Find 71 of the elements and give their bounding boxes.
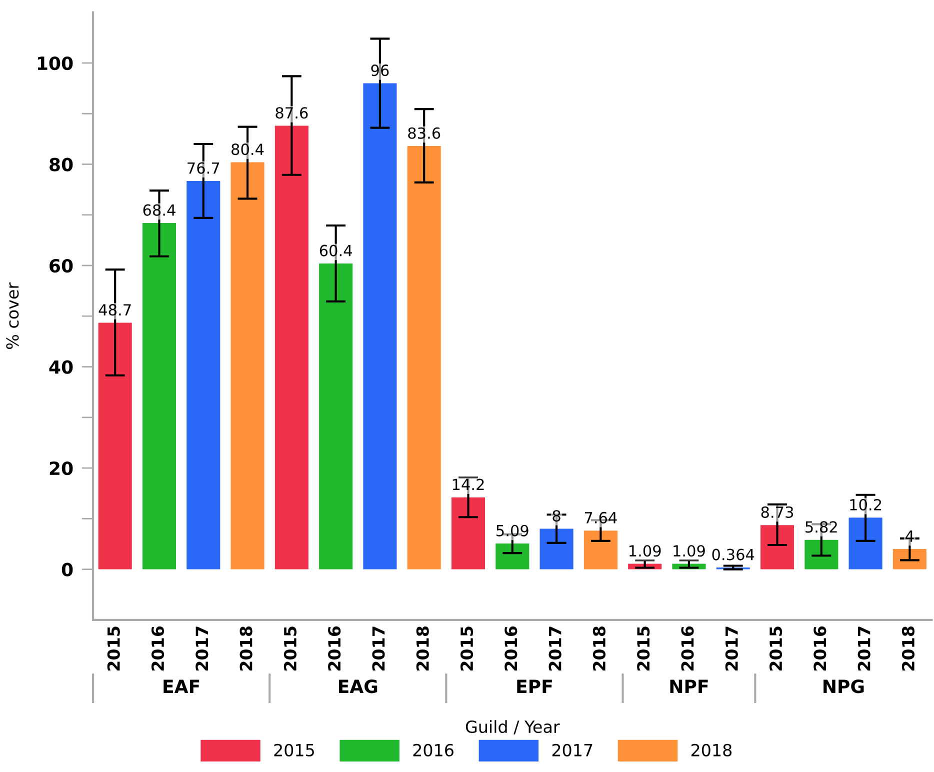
data-label: 83.6 bbox=[408, 127, 440, 139]
text: EAF bbox=[164, 680, 200, 693]
data-label: 96 bbox=[371, 64, 389, 76]
bar bbox=[319, 263, 353, 570]
data-label: 80.4 bbox=[232, 144, 264, 156]
x-tick-label: 2015 bbox=[284, 626, 297, 671]
data-label: 10.2 bbox=[850, 498, 882, 511]
x-axis-title: Guild / Year bbox=[466, 720, 560, 734]
x-tick-label: 2016 bbox=[681, 626, 694, 671]
legend-label: 2018 bbox=[691, 744, 732, 756]
text: EAG bbox=[338, 680, 378, 694]
x-tick-label: 2015 bbox=[637, 626, 650, 671]
bar bbox=[186, 180, 220, 570]
y-tick-label: 40 bbox=[49, 360, 73, 374]
data-label: 1.09 bbox=[674, 545, 705, 557]
bar bbox=[451, 497, 486, 570]
data-label: 5.09 bbox=[496, 524, 528, 536]
data-label: 7.64 bbox=[584, 512, 617, 524]
y-axis-title: % cover bbox=[6, 282, 19, 349]
bar bbox=[407, 146, 441, 570]
x-tick-label: 2017 bbox=[725, 626, 738, 671]
x-tick-label: 2018 bbox=[240, 626, 252, 671]
data-label: 14.2 bbox=[452, 478, 484, 490]
x-tick-label: 2017 bbox=[196, 626, 208, 671]
x-tick-label: 2015 bbox=[769, 626, 782, 671]
y-tick-label: 100 bbox=[38, 56, 73, 70]
data-label: 87.6 bbox=[276, 107, 308, 119]
bar bbox=[540, 528, 574, 570]
y-tick-label: 20 bbox=[50, 461, 73, 476]
bar bbox=[98, 322, 132, 570]
data-label: 0.364 bbox=[712, 548, 754, 560]
bar bbox=[584, 530, 618, 570]
bar bbox=[230, 162, 264, 570]
data-label: 60.4 bbox=[320, 244, 352, 256]
x-tick-label: 2016 bbox=[504, 626, 518, 671]
data-label: 8 bbox=[552, 510, 560, 522]
bar bbox=[496, 544, 530, 570]
data-label: 8.73 bbox=[761, 506, 794, 518]
text: EPF bbox=[517, 680, 552, 693]
bar bbox=[760, 525, 794, 570]
y-tick-label: 80 bbox=[50, 158, 73, 172]
text: NPF bbox=[670, 680, 708, 693]
bar bbox=[363, 83, 397, 570]
data-label: 4 bbox=[906, 530, 914, 542]
data-label: 5.82 bbox=[806, 521, 837, 533]
x-tick-label: 2017 bbox=[548, 626, 562, 671]
x-tick-label: 2016 bbox=[151, 626, 164, 671]
legend-label: 2017 bbox=[552, 744, 592, 756]
data-label: 1.09 bbox=[629, 545, 661, 557]
data-label: 76.7 bbox=[188, 162, 220, 174]
bar bbox=[274, 126, 308, 570]
y-tick-label: 60 bbox=[50, 258, 73, 273]
x-tick-label: 2017 bbox=[372, 626, 385, 671]
bar bbox=[892, 549, 926, 570]
x-tick-label: 2016 bbox=[814, 626, 826, 671]
x-tick-label: 2016 bbox=[328, 626, 341, 671]
legend-label: 2015 bbox=[274, 744, 314, 756]
bar bbox=[848, 518, 882, 570]
data-label: 68.4 bbox=[143, 204, 176, 216]
x-tick-label: 2018 bbox=[416, 626, 429, 671]
y-tick-label: 0 bbox=[62, 562, 73, 576]
legend-label: 2016 bbox=[413, 744, 454, 756]
x-tick-label: 2017 bbox=[858, 626, 870, 671]
x-tick-label: 2015 bbox=[107, 626, 120, 671]
x-tick-label: 2018 bbox=[902, 626, 915, 671]
x-tick-label: 2015 bbox=[460, 626, 474, 671]
bar bbox=[804, 540, 838, 570]
bar bbox=[142, 222, 176, 570]
data-label: 48.7 bbox=[98, 304, 131, 316]
x-tick-label: 2018 bbox=[592, 626, 606, 671]
text: NPG bbox=[824, 680, 864, 694]
